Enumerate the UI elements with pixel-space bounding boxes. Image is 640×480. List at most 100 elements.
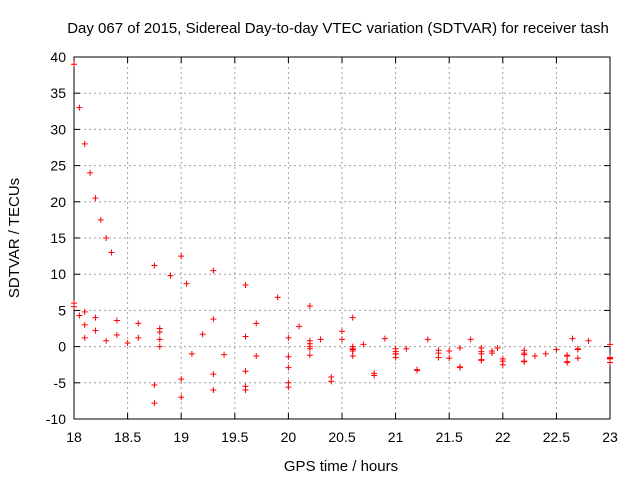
data-point (574, 346, 581, 353)
data-point (151, 262, 158, 269)
data-point (178, 376, 185, 383)
data-point (553, 346, 560, 353)
y-tick-label: 10 (50, 266, 66, 282)
series-arc8 (210, 316, 474, 343)
data-points (71, 61, 613, 407)
data-point (317, 336, 324, 343)
x-tick-label: 18.5 (114, 429, 141, 445)
data-point (564, 358, 571, 365)
data-point (296, 323, 303, 330)
data-point (328, 378, 335, 385)
data-point (403, 345, 410, 352)
data-point (607, 341, 613, 348)
data-point (151, 381, 158, 388)
data-point (371, 372, 378, 379)
data-point (478, 356, 485, 363)
data-point (306, 303, 313, 310)
data-point (349, 353, 356, 360)
data-point (92, 314, 99, 321)
data-point (156, 336, 163, 343)
x-tick-label: 20 (281, 429, 297, 445)
series-arc7 (156, 329, 345, 343)
data-point (210, 387, 217, 394)
data-point (76, 104, 83, 111)
series-arc5 (151, 262, 190, 287)
data-point (92, 195, 99, 202)
data-point (489, 347, 496, 354)
x-tick-label: 18 (66, 429, 82, 445)
data-point (478, 345, 485, 352)
y-tick-label: 20 (50, 194, 66, 210)
data-point (113, 317, 120, 324)
data-point (585, 337, 592, 344)
data-point (274, 294, 281, 301)
data-point (103, 235, 110, 241)
y-tick-label: 25 (50, 158, 66, 174)
data-point (242, 387, 249, 394)
data-point (564, 352, 571, 359)
data-point (456, 363, 463, 370)
data-point (542, 350, 549, 357)
series-arc1 (71, 61, 115, 256)
data-point (108, 249, 115, 256)
series-arc2 (71, 300, 163, 332)
data-point (135, 320, 142, 327)
data-point (242, 368, 249, 375)
series-arc9 (317, 336, 613, 362)
x-tick-labels: 18 18.5 19 19.5 20 20.5 21 21.5 22 22.5 23 (66, 429, 618, 445)
series-arc19 (151, 346, 581, 407)
x-tick-label: 19 (173, 429, 189, 445)
y-tick-label: 0 (58, 339, 66, 355)
data-point (392, 345, 399, 352)
data-point (456, 345, 463, 352)
data-point (97, 216, 104, 223)
data-point (221, 351, 228, 358)
data-point (113, 332, 120, 339)
y-tick-label: 30 (50, 121, 66, 137)
x-tick-label: 20.5 (328, 429, 355, 445)
y-tick-labels: -10 -5 0 5 10 15 20 25 30 35 40 (46, 49, 66, 427)
data-point (306, 352, 313, 359)
y-tick-label: -10 (46, 411, 66, 427)
data-point (103, 337, 110, 344)
data-point (574, 355, 581, 362)
series-arc4 (81, 334, 163, 350)
x-tick-label: 23 (602, 429, 618, 445)
data-point (71, 303, 77, 310)
data-point (521, 347, 528, 354)
data-point (242, 333, 249, 340)
data-point (414, 366, 421, 373)
x-tick-label: 22.5 (543, 429, 570, 445)
data-point (306, 340, 313, 347)
data-point (242, 282, 249, 289)
data-point (285, 384, 292, 391)
data-point (76, 312, 83, 319)
y-tick-label: -5 (54, 375, 67, 391)
series-arc18 (151, 364, 292, 388)
data-point (607, 355, 613, 362)
grid-lines (74, 57, 610, 419)
y-tick-label: 15 (50, 230, 66, 246)
y-tick-label: 5 (58, 302, 66, 318)
data-point (381, 335, 388, 342)
data-point (424, 336, 431, 343)
x-tick-label: 21.5 (436, 429, 463, 445)
data-point (446, 347, 453, 354)
data-point (435, 347, 442, 354)
series-arc6 (178, 253, 356, 321)
y-axis-label: SDTVAR / TECUs (6, 178, 23, 298)
series-arc15 (569, 335, 613, 348)
x-tick-label: 19.5 (221, 429, 248, 445)
data-point (499, 361, 506, 368)
data-point (339, 328, 345, 335)
data-point (253, 320, 260, 327)
data-point (71, 61, 77, 68)
data-point (467, 336, 474, 343)
data-point (349, 314, 356, 321)
data-point (156, 343, 163, 350)
data-point (210, 316, 217, 323)
data-point (156, 329, 163, 336)
data-point (178, 253, 185, 260)
data-point (135, 334, 142, 341)
